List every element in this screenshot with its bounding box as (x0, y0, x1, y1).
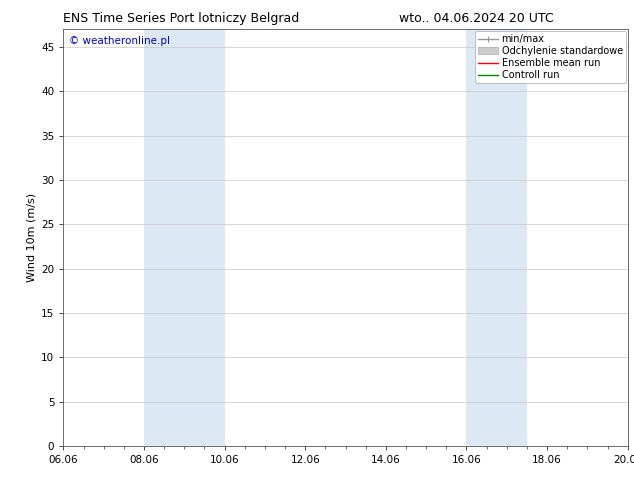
Text: © weatheronline.pl: © weatheronline.pl (69, 36, 170, 46)
Y-axis label: Wind 10m (m/s): Wind 10m (m/s) (27, 193, 37, 282)
Text: wto.. 04.06.2024 20 UTC: wto.. 04.06.2024 20 UTC (399, 12, 554, 25)
Legend: min/max, Odchylenie standardowe, Ensemble mean run, Controll run: min/max, Odchylenie standardowe, Ensembl… (476, 31, 626, 83)
Text: ENS Time Series Port lotniczy Belgrad: ENS Time Series Port lotniczy Belgrad (63, 12, 300, 25)
Bar (144, 29, 224, 446)
Bar (467, 29, 527, 446)
